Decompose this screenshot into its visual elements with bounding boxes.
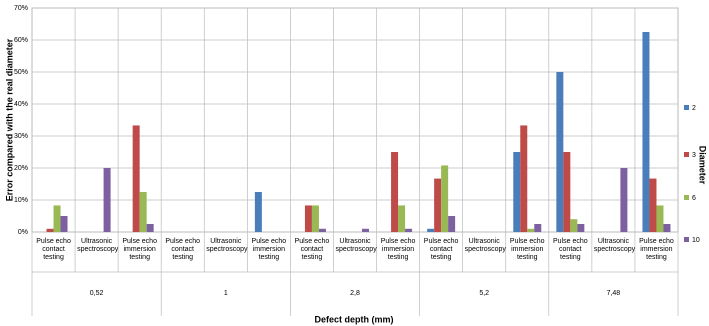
- bar: [103, 168, 111, 232]
- x-group-label: 2,8: [350, 290, 360, 297]
- bar: [663, 224, 671, 232]
- bar: [391, 152, 399, 232]
- x-group-label: 7,48: [606, 290, 621, 297]
- bar: [427, 228, 435, 232]
- bar: [441, 165, 449, 232]
- bar: [534, 224, 542, 232]
- legend-label: 3: [692, 152, 696, 159]
- y-tick-label: 30%: [14, 133, 28, 140]
- bar: [563, 152, 571, 232]
- x-tick-label: Ultrasonic spectroscopy: [593, 238, 636, 253]
- bar: [53, 205, 61, 232]
- y-tick-label: 0%: [18, 229, 28, 236]
- bar: [60, 216, 68, 232]
- bar: [649, 178, 657, 232]
- bar: [527, 228, 535, 232]
- bar: [398, 205, 406, 232]
- x-tick-label: Ultrasonic spectroscopy: [77, 238, 119, 253]
- bar: [146, 224, 154, 232]
- x-tick-label: Pulse echo immersion testing: [639, 238, 674, 261]
- bar: [254, 192, 262, 232]
- y-tick-label: 20%: [14, 165, 28, 172]
- x-tick-label: Pulse echo immersion testing: [251, 238, 287, 261]
- bar: [362, 228, 369, 232]
- legend-swatch: [684, 237, 689, 242]
- x-tick-label: Pulse echo immersion testing: [380, 238, 416, 261]
- legend-label: 6: [692, 195, 696, 202]
- y-tick-label: 40%: [14, 101, 28, 108]
- bar: [304, 205, 312, 232]
- bar: [434, 178, 442, 232]
- x-tick-label: Pulse echo immersion testing: [122, 238, 157, 261]
- y-axis-title: Error compared with the real diameter: [4, 38, 14, 201]
- y-tick-label: 50%: [14, 69, 28, 76]
- x-tick-label: Pulse echo contact testing: [423, 238, 459, 261]
- legend-label: 10: [692, 237, 700, 244]
- x-tick-label: Pulse echo contact testing: [553, 238, 588, 261]
- bar: [620, 168, 628, 232]
- x-group-label: 5,2: [479, 290, 490, 297]
- bar: [656, 205, 664, 232]
- x-tick-label: Pulse echo immersion testing: [509, 238, 545, 261]
- x-tick-label: Ultrasonic spectroscopy: [464, 238, 506, 253]
- x-tick-label: Pulse echo contact testing: [36, 238, 71, 261]
- bar: [570, 219, 578, 232]
- legend-swatch: [684, 105, 689, 110]
- bar: [513, 152, 521, 232]
- y-tick-label: 70%: [14, 5, 28, 12]
- bar: [520, 125, 528, 232]
- bar: [405, 228, 413, 232]
- x-group-label: 0,52: [89, 290, 104, 297]
- x-tick-label: Ultrasonic spectroscopy: [206, 238, 248, 253]
- bar: [139, 192, 147, 232]
- x-tick-label: Pulse echo contact testing: [165, 238, 201, 261]
- x-tick-label: Ultrasonic spectroscopy: [335, 238, 377, 253]
- legend-swatch: [684, 195, 689, 200]
- x-group-label: 1: [223, 290, 228, 297]
- bar: [132, 125, 140, 232]
- plot-area: [31, 7, 679, 233]
- bar: [318, 228, 326, 232]
- bar: [577, 224, 585, 232]
- x-axis-title: Defect depth (mm): [314, 314, 393, 324]
- bar: [448, 216, 456, 232]
- legend-swatch: [684, 152, 689, 157]
- y-tick-label: 60%: [14, 37, 28, 44]
- y-tick-label: 10%: [14, 197, 28, 204]
- bar: [46, 228, 54, 232]
- x-tick-label: Pulse echo contact testing: [294, 238, 330, 261]
- legend-label: 2: [692, 105, 696, 112]
- legend-title: Diameter: [698, 146, 708, 185]
- bar: [311, 205, 319, 232]
- bar: [642, 32, 650, 232]
- bar: [556, 72, 564, 232]
